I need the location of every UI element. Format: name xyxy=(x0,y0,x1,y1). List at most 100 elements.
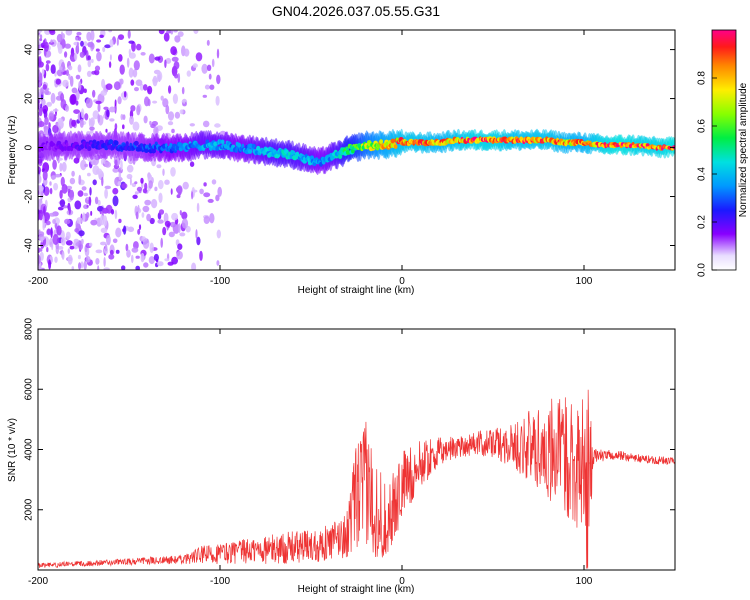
spectrogram-noise-blob xyxy=(59,189,63,199)
spectrogram-noise-blob xyxy=(143,84,148,91)
spectrogram-noise-blob xyxy=(147,98,151,107)
spectrogram-noise-blob xyxy=(127,226,135,233)
spectrogram-noise-blob xyxy=(112,187,119,195)
spectrogram-noise-blob xyxy=(100,241,107,246)
colorbar-tick-label: 0.0 xyxy=(697,263,708,277)
spectrogram-noise-blob xyxy=(173,61,180,70)
spectrogram-noise-blob xyxy=(71,119,76,127)
spectrogram-ridge-core xyxy=(256,145,261,151)
spectrogram-noise-blob xyxy=(77,64,82,73)
spectrogram-x-tick-label: 0 xyxy=(399,276,405,287)
spectrogram-noise-blob xyxy=(168,85,172,94)
spectrogram-noise-blob xyxy=(97,199,101,206)
spectrogram-noise-blob xyxy=(65,69,69,76)
spectrogram-noise-blob xyxy=(203,192,211,198)
spectrogram-noise-blob xyxy=(40,98,46,107)
spectrogram-noise-blob xyxy=(121,265,126,270)
spectrogram-noise-blob xyxy=(204,84,210,90)
spectrogram-noise-blob xyxy=(39,209,43,221)
spectrogram-noise-blob xyxy=(46,228,51,235)
spectrogram-noise-blob xyxy=(40,87,45,95)
spectrogram-noise-blob xyxy=(97,103,101,112)
snr-background xyxy=(38,329,675,570)
spectrogram-noise-blob xyxy=(84,113,89,121)
spectrogram-noise-blob xyxy=(192,63,198,68)
spectrogram-noise-blob xyxy=(49,30,56,36)
snr-y-tick-label: 2000 xyxy=(24,498,35,521)
spectrogram-noise-blob xyxy=(134,191,139,195)
spectrogram-noise-blob xyxy=(45,63,50,72)
spectrogram-noise-blob xyxy=(129,115,134,125)
spectrogram-noise-blob xyxy=(115,227,122,238)
spectrogram-noise-blob xyxy=(104,188,108,199)
spectrogram-noise-blob xyxy=(117,96,122,105)
spectrogram-noise-blob xyxy=(64,104,70,112)
spectrogram-noise-blob xyxy=(179,232,186,237)
spectrogram-noise-blob xyxy=(94,65,101,72)
spectrogram-noise-blob xyxy=(117,181,122,187)
spectrogram-noise-blob xyxy=(90,219,98,226)
spectrogram-noise-blob xyxy=(116,37,119,46)
spectrogram-noise-blob xyxy=(176,185,183,195)
spectrogram-noise-blob xyxy=(211,58,215,68)
spectrogram-noise-blob xyxy=(55,78,61,85)
spectrogram-image xyxy=(38,30,675,270)
colorbar-tick-label: 0.4 xyxy=(697,167,708,181)
spectrogram-noise-blob xyxy=(133,241,139,250)
spectrogram-noise-blob xyxy=(78,230,85,237)
spectrogram-noise-blob xyxy=(108,61,112,68)
spectrogram-noise-blob xyxy=(158,30,165,35)
spectrogram-noise-blob xyxy=(92,179,97,186)
spectrogram-noise-blob xyxy=(115,249,120,254)
spectrogram-ridge-core xyxy=(125,141,129,147)
spectrogram-noise-blob xyxy=(174,73,179,79)
spectrogram-noise-blob xyxy=(134,87,139,92)
spectrogram-noise-blob xyxy=(77,254,81,260)
spectrogram-noise-blob xyxy=(87,41,94,48)
spectrogram-x-tick-label: -100 xyxy=(210,276,230,287)
spectrogram-noise-blob xyxy=(149,120,152,126)
spectrogram-noise-blob xyxy=(215,194,220,202)
spectrogram-noise-blob xyxy=(131,41,136,52)
spectrogram-noise-blob xyxy=(80,261,84,269)
spectrogram-noise-blob xyxy=(38,45,41,49)
spectrogram-noise-blob xyxy=(109,54,112,61)
spectrogram-noise-blob xyxy=(71,266,75,270)
spectrogram-noise-blob xyxy=(114,209,118,220)
spectrogram-noise-blob xyxy=(45,60,51,64)
spectrogram-ridge-core xyxy=(108,139,114,145)
spectrogram-noise-blob xyxy=(109,118,115,122)
spectrogram-noise-blob xyxy=(163,32,170,42)
spectrogram-noise-blob xyxy=(216,74,221,85)
spectrogram-noise-blob xyxy=(97,265,100,270)
spectrogram-noise-blob xyxy=(138,224,142,231)
spectrogram-noise-blob xyxy=(174,35,181,43)
spectrogram-noise-blob xyxy=(199,250,203,261)
spectrogram-noise-blob xyxy=(192,189,198,193)
spectrogram-noise-blob xyxy=(104,44,111,49)
spectrogram-noise-blob xyxy=(108,253,115,260)
spectrogram-noise-blob xyxy=(193,30,199,34)
spectrogram-noise-blob xyxy=(119,78,124,85)
spectrogram-noise-blob xyxy=(114,99,117,107)
spectrogram-noise-blob xyxy=(68,73,71,80)
spectrogram-noise-blob xyxy=(38,231,45,237)
spectrogram-noise-blob xyxy=(209,84,215,90)
spectrogram-noise-blob xyxy=(77,36,82,41)
spectrogram-noise-blob xyxy=(128,67,134,78)
spectrogram-noise-blob xyxy=(152,100,158,104)
spectrogram-noise-blob xyxy=(52,219,56,224)
spectrogram-ridge-core xyxy=(65,142,69,148)
spectrogram-noise-blob xyxy=(90,59,94,63)
spectrogram-noise-blob xyxy=(125,243,129,252)
spectrogram-noise-blob xyxy=(148,180,153,189)
spectrogram-y-tick-label: -40 xyxy=(24,238,35,253)
spectrogram-noise-blob xyxy=(106,234,111,246)
spectrogram-noise-blob xyxy=(38,72,43,82)
spectrogram-noise-blob xyxy=(191,262,197,270)
spectrogram-noise-blob xyxy=(118,172,122,180)
spectrogram-noise-blob xyxy=(127,249,130,254)
